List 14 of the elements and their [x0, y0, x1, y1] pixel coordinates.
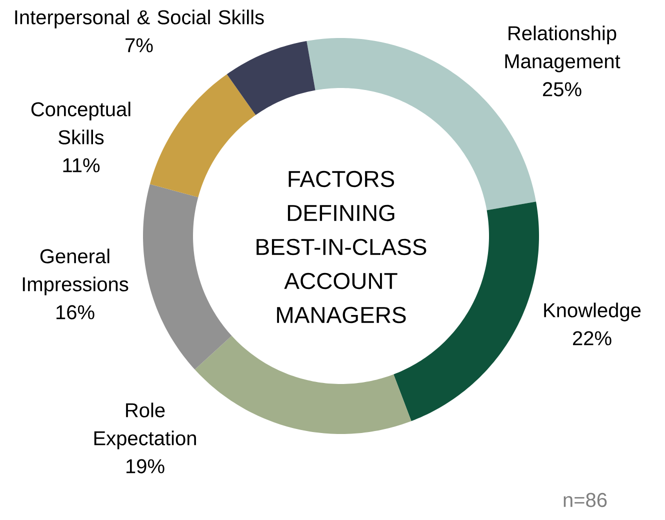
slice-label: Role Expectation — [94, 402, 196, 450]
data-label: 22% — [572, 331, 612, 346]
data-label: 16% — [56, 305, 94, 320]
data-label: 19% — [126, 459, 164, 474]
data-label: 7% — [126, 38, 153, 52]
data-label: 25% — [542, 82, 582, 96]
slice-label: General Impressions — [22, 248, 128, 296]
slice-label: Interpersonal & Social Skills — [15, 10, 264, 28]
data-label: 11% — [63, 158, 100, 172]
text: FACTORS DEFINING BEST-IN-CLASS ACCOUNT MANAGERS — [256, 170, 426, 324]
slice-label: Relationship Management — [505, 26, 620, 72]
slice-label: Knowledge — [544, 302, 641, 322]
slice-label: Conceptual Skills — [31, 102, 130, 144]
text: n=86 — [564, 492, 607, 508]
